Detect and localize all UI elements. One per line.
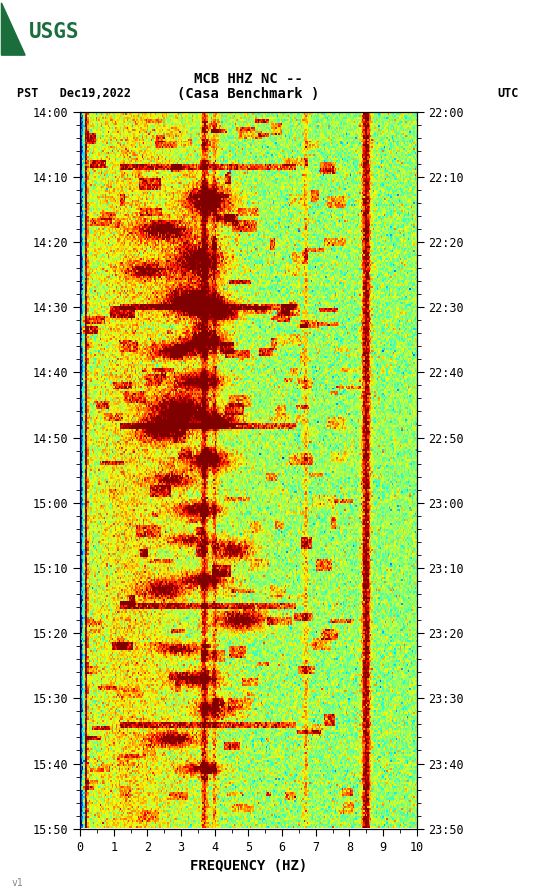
Text: PST   Dec19,2022: PST Dec19,2022 — [17, 88, 131, 100]
Text: v1: v1 — [11, 878, 23, 888]
Text: UTC: UTC — [497, 88, 518, 100]
Polygon shape — [2, 3, 25, 55]
Text: USGS: USGS — [29, 22, 79, 42]
Text: MCB HHZ NC --: MCB HHZ NC -- — [194, 71, 303, 86]
X-axis label: FREQUENCY (HZ): FREQUENCY (HZ) — [190, 859, 307, 873]
Text: (Casa Benchmark ): (Casa Benchmark ) — [177, 87, 320, 101]
